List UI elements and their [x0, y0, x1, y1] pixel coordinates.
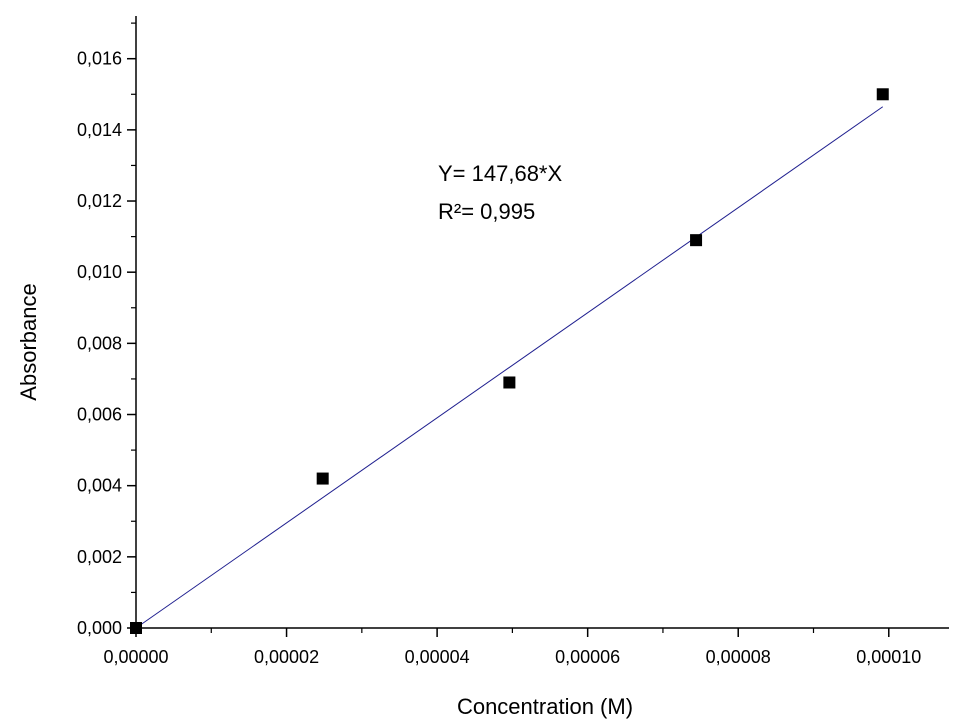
y-tick-label: 0,004 [77, 476, 122, 496]
points-layer [130, 88, 889, 634]
fit-line [135, 106, 884, 629]
axes: 0,000 0,002 0,004 0,006 0,008 0,010 0,012 0,014… [77, 16, 949, 667]
y-axis-title: Absorbance [16, 283, 41, 400]
y-tick-label: 0,012 [77, 191, 122, 211]
y-tick-label: 0,010 [77, 262, 122, 282]
data-point [876, 88, 889, 101]
x-tick-label: 0,00004 [405, 647, 470, 667]
equation-annotation: Y= 147,68*X [438, 161, 562, 186]
x-tick-label: 0,00002 [254, 647, 319, 667]
y-tick-label: 0,008 [77, 333, 122, 353]
x-tick-label: 0,00008 [706, 647, 771, 667]
fit-layer [135, 106, 884, 629]
y-tick-label: 0,002 [77, 547, 122, 567]
y-tick-label: 0,014 [77, 120, 122, 140]
y-tick-label: 0,000 [77, 618, 122, 638]
r-squared-annotation: R²= 0,995 [438, 199, 535, 224]
data-point [503, 376, 516, 389]
data-point [316, 472, 329, 485]
y-tick-label: 0,006 [77, 405, 122, 425]
x-tick-label: 0,00010 [856, 647, 921, 667]
data-point [690, 234, 703, 247]
x-tick-label: 0,00006 [555, 647, 620, 667]
x-axis-title: Concentration (M) [457, 694, 633, 719]
data-point [130, 622, 142, 634]
y-tick-label: 0,016 [77, 49, 122, 69]
x-tick-label: 0,00000 [103, 647, 168, 667]
